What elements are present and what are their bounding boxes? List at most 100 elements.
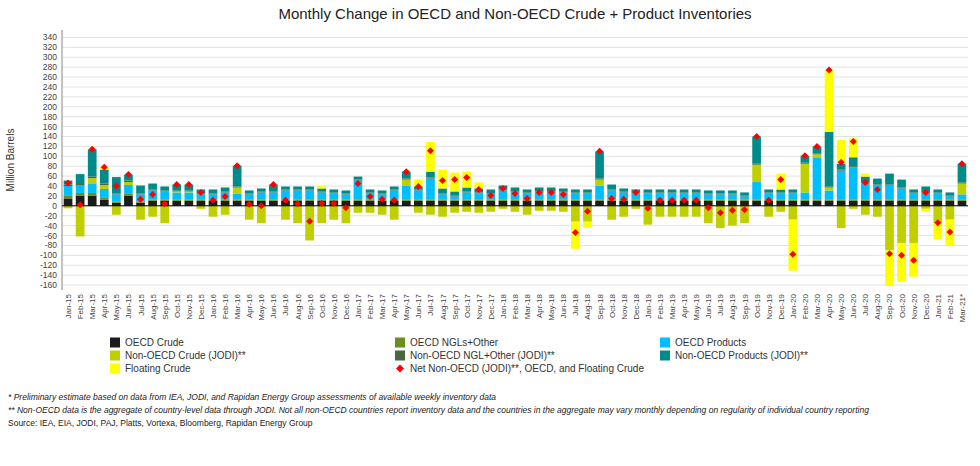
bar-segment [269, 199, 278, 200]
legend-label: OECD Crude [125, 337, 184, 348]
bar-segment [849, 201, 858, 206]
bar-segment [402, 201, 411, 206]
bar-segment [716, 201, 725, 206]
bar-segment [317, 206, 326, 223]
x-tick-label: Apr-20 [825, 293, 834, 318]
bar-segment [728, 206, 737, 226]
bar-segment [849, 157, 858, 166]
bar-segment [438, 194, 447, 199]
bar-segment [450, 199, 459, 200]
net-dot [137, 196, 144, 203]
bar-segment [124, 194, 133, 196]
net-dot [427, 147, 434, 154]
bar-segment [909, 189, 918, 192]
bar-segment [390, 186, 399, 189]
bar-segment [486, 206, 495, 212]
bar-segment [571, 206, 580, 222]
bar-segment [160, 186, 169, 187]
bar-segment [511, 201, 520, 206]
y-tick-label: 320 [43, 42, 57, 52]
net-dot [922, 189, 929, 196]
net-dot [499, 185, 506, 192]
bar-segment [474, 193, 483, 199]
net-dot [487, 192, 494, 199]
bar-segment [172, 192, 181, 199]
net-dot [125, 171, 132, 178]
net-dot [814, 143, 821, 150]
bar-segment [776, 193, 785, 199]
x-tick-label: Oct-17 [463, 293, 472, 318]
bar-segment [148, 199, 157, 200]
bar-segment [946, 199, 955, 200]
bar-segment [462, 199, 471, 200]
legend-label: OECD NGLs+Other [410, 337, 499, 348]
bar-segment [921, 209, 930, 212]
bar-segment [607, 206, 616, 220]
bar-segment [668, 206, 677, 217]
bar-segment [861, 206, 870, 215]
bar-segment [184, 201, 193, 206]
y-tick-label: 200 [43, 102, 57, 112]
net-dot [270, 181, 277, 188]
bar-segment [873, 186, 882, 200]
bar-segment [716, 194, 725, 199]
net-dot [101, 164, 108, 171]
bar-segment [426, 199, 435, 200]
bar-segment [958, 201, 967, 206]
bar-segment [583, 222, 592, 228]
x-tick-label: Jan-20 [789, 293, 798, 318]
bar-segment [426, 179, 435, 200]
net-dot [801, 152, 808, 159]
x-tick-label: Aug-15 [149, 293, 158, 319]
x-tick-label: Apr-16 [245, 293, 254, 318]
net-dot [65, 180, 72, 187]
net-dot [608, 195, 615, 202]
bar-segment [474, 199, 483, 200]
bar-segment [933, 201, 942, 206]
bar-segment [281, 186, 290, 187]
bar-segment [100, 184, 109, 185]
x-tick-label: Jul-15 [137, 293, 146, 315]
y-tick-label: 260 [43, 72, 57, 82]
net-dot [705, 204, 712, 211]
bar-segment [366, 201, 375, 206]
bar-segment [933, 189, 942, 192]
net-dot [632, 189, 639, 196]
legend-swatch [110, 338, 120, 348]
bar-segment [849, 199, 858, 200]
x-tick-label: Dec-18 [632, 293, 641, 319]
zero-line [62, 205, 968, 206]
net-dot [379, 196, 386, 203]
grid-line [62, 225, 968, 226]
bar-segment [426, 201, 435, 206]
y-tick-label: 20 [48, 191, 58, 201]
net-dot [354, 180, 361, 187]
bar-segment [631, 199, 640, 200]
bar-segment [148, 190, 157, 199]
bar-segment [221, 187, 230, 188]
bar-segment [752, 165, 761, 182]
y-tick-label: 340 [43, 32, 57, 42]
bar-segment [88, 178, 97, 184]
bar-segment [342, 199, 351, 200]
legend-swatch [395, 338, 405, 348]
bar-segment [148, 184, 157, 190]
bar-segment [88, 177, 97, 178]
bar-segment [257, 199, 266, 200]
bar-segment [426, 206, 435, 215]
bar-segment [366, 193, 375, 199]
y-tick-label: 160 [43, 122, 57, 132]
bar-segment [88, 184, 97, 193]
bar-segment [958, 194, 967, 199]
bar-segment [583, 189, 592, 192]
bar-segment [776, 174, 785, 190]
bar-segment [692, 206, 701, 217]
x-tick-label: Sep-17 [451, 293, 460, 319]
bar-segment [547, 187, 556, 188]
net-dot [741, 206, 748, 213]
net-dot [789, 251, 796, 258]
x-tick-label: Dec-19 [777, 293, 786, 319]
bar-segment [305, 201, 314, 206]
y-tick-label: -20 [45, 211, 58, 221]
bar-segment [752, 199, 761, 200]
